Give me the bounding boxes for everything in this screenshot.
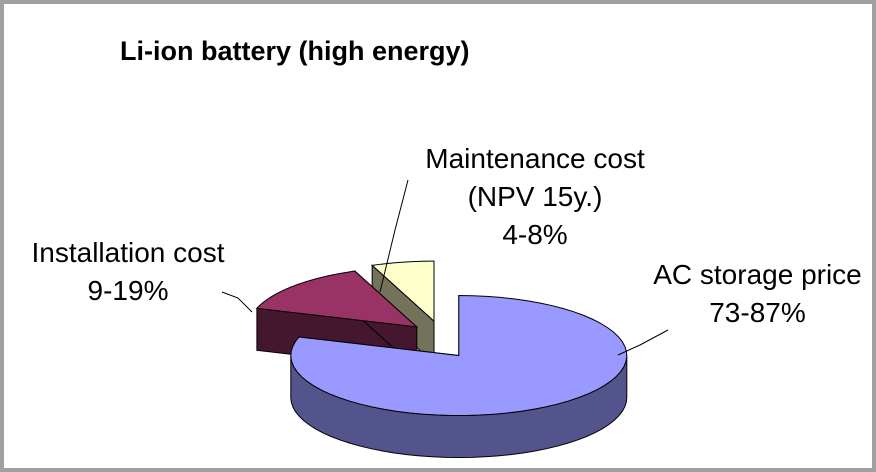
- value-label: 4-8%: [502, 219, 568, 250]
- leader-lines: [221, 179, 669, 356]
- leader-line: [617, 329, 669, 356]
- slice: [255, 270, 419, 328]
- value-label: 9-19%: [87, 275, 169, 306]
- leader-line: [379, 179, 409, 293]
- category-label: Maintenance cost (NPV 15y.): [425, 143, 645, 212]
- chart-title: Li-ion battery (high energy): [120, 36, 470, 66]
- leader-line: [221, 291, 253, 313]
- value-label: 73-87%: [709, 297, 806, 328]
- slice-label: AC storage price 73-87%: [650, 256, 865, 332]
- slice: [290, 295, 628, 416]
- pie: [255, 260, 628, 459]
- slice-label: Installation cost 9-19%: [28, 234, 228, 310]
- category-label: AC storage price: [653, 259, 862, 290]
- category-label: Installation cost: [31, 237, 225, 268]
- slice: [371, 260, 435, 323]
- slice-label: Maintenance cost (NPV 15y.) 4-8%: [400, 140, 670, 254]
